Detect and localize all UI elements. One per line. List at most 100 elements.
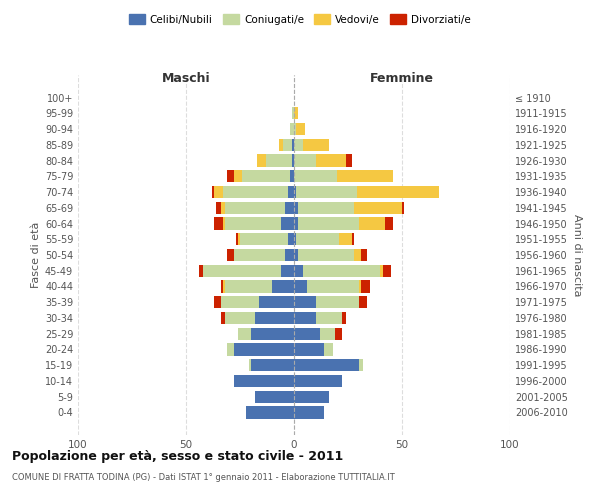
Bar — [225, 312, 255, 324]
Bar — [223, 186, 287, 198]
Bar — [286, 202, 294, 214]
Bar — [257, 154, 266, 166]
Bar — [402, 202, 404, 214]
Text: Maschi: Maschi — [161, 72, 211, 85]
Y-axis label: Fasce di età: Fasce di età — [31, 222, 41, 288]
Bar — [227, 170, 233, 182]
Bar — [316, 312, 341, 324]
Bar — [287, 233, 294, 245]
Bar — [359, 296, 367, 308]
Bar — [352, 233, 355, 245]
Text: COMUNE DI FRATTA TODINA (PG) - Dati ISTAT 1° gennaio 2011 - Elaborazione TUTTITA: COMUNE DI FRATTA TODINA (PG) - Dati ISTA… — [12, 472, 395, 482]
Bar — [294, 390, 329, 403]
Bar — [296, 233, 340, 245]
Bar — [380, 264, 383, 277]
Bar — [251, 359, 294, 372]
Bar — [294, 312, 316, 324]
Bar — [292, 138, 294, 151]
Bar — [307, 280, 359, 292]
Bar — [227, 249, 233, 261]
Bar — [255, 390, 294, 403]
Bar — [290, 170, 294, 182]
Y-axis label: Anni di nascita: Anni di nascita — [572, 214, 582, 296]
Bar — [236, 233, 238, 245]
Bar — [221, 280, 223, 292]
Bar — [337, 170, 394, 182]
Bar — [294, 170, 337, 182]
Bar — [223, 218, 225, 230]
Bar — [359, 280, 361, 292]
Bar — [287, 186, 294, 198]
Legend: Celibi/Nubili, Coniugati/e, Vedovi/e, Divorziati/e: Celibi/Nubili, Coniugati/e, Vedovi/e, Di… — [125, 10, 475, 29]
Bar — [296, 123, 305, 135]
Bar — [298, 202, 355, 214]
Bar — [259, 296, 294, 308]
Bar — [355, 249, 361, 261]
Bar — [361, 249, 367, 261]
Bar — [346, 154, 352, 166]
Bar — [294, 138, 302, 151]
Bar — [214, 218, 223, 230]
Bar — [302, 264, 380, 277]
Bar — [316, 154, 346, 166]
Bar — [355, 202, 402, 214]
Bar — [385, 218, 394, 230]
Bar — [216, 202, 221, 214]
Bar — [356, 186, 439, 198]
Bar — [247, 406, 294, 418]
Bar — [294, 328, 320, 340]
Bar — [316, 296, 359, 308]
Bar — [361, 280, 370, 292]
Bar — [221, 202, 225, 214]
Bar — [281, 218, 294, 230]
Bar — [272, 280, 294, 292]
Bar — [266, 154, 292, 166]
Bar — [221, 296, 259, 308]
Bar — [383, 264, 391, 277]
Bar — [240, 233, 287, 245]
Bar — [255, 312, 294, 324]
Text: Popolazione per età, sesso e stato civile - 2011: Popolazione per età, sesso e stato civil… — [12, 450, 343, 463]
Bar — [225, 280, 272, 292]
Bar — [225, 218, 281, 230]
Bar — [294, 218, 298, 230]
Bar — [248, 359, 251, 372]
Bar — [233, 170, 242, 182]
Bar — [294, 233, 296, 245]
Bar — [294, 406, 324, 418]
Bar — [199, 264, 203, 277]
Bar — [294, 154, 316, 166]
Bar — [294, 344, 324, 355]
Bar — [221, 312, 225, 324]
Bar — [233, 249, 286, 261]
Bar — [302, 138, 329, 151]
Bar — [294, 296, 316, 308]
Bar — [233, 375, 294, 387]
Bar — [320, 328, 335, 340]
Bar — [294, 202, 298, 214]
Bar — [225, 202, 286, 214]
Bar — [292, 154, 294, 166]
Bar — [238, 328, 251, 340]
Bar — [359, 218, 385, 230]
Bar — [294, 359, 359, 372]
Bar — [340, 233, 352, 245]
Bar — [242, 170, 290, 182]
Bar — [233, 344, 294, 355]
Bar — [294, 375, 341, 387]
Bar — [298, 218, 359, 230]
Bar — [227, 344, 233, 355]
Bar — [251, 328, 294, 340]
Bar — [214, 296, 221, 308]
Bar — [290, 123, 294, 135]
Bar — [294, 186, 296, 198]
Bar — [238, 233, 240, 245]
Bar — [298, 249, 355, 261]
Bar — [223, 280, 225, 292]
Bar — [279, 138, 283, 151]
Bar — [214, 186, 223, 198]
Bar — [281, 264, 294, 277]
Bar — [203, 264, 281, 277]
Bar — [283, 138, 292, 151]
Bar — [341, 312, 346, 324]
